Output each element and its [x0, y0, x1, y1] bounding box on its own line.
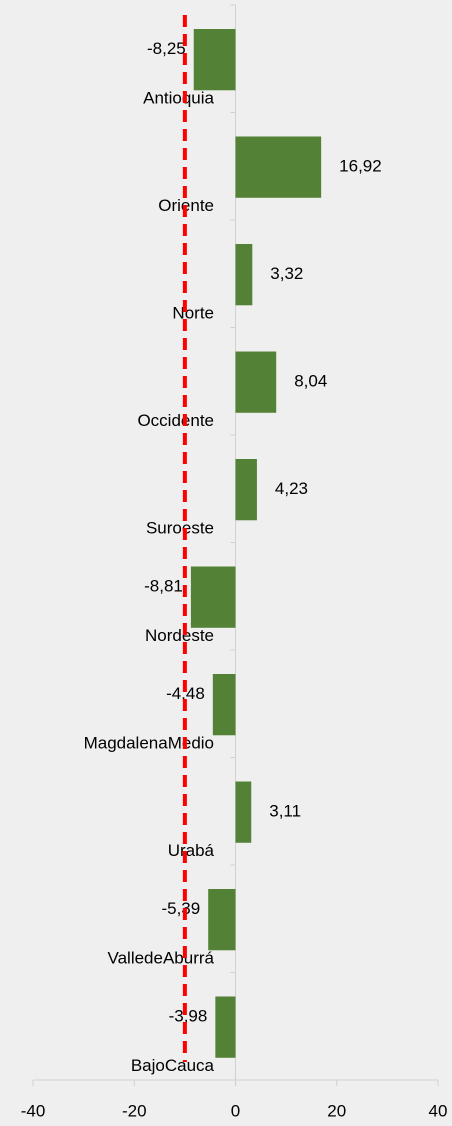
bar — [235, 136, 322, 198]
value-label: -8,81 — [144, 576, 183, 595]
value-label: -3,98 — [169, 1006, 208, 1025]
value-label: 3,32 — [270, 264, 303, 283]
x-tick-label: 0 — [231, 1101, 240, 1120]
value-label: -5,39 — [161, 899, 200, 918]
category-label: Norte — [172, 303, 214, 322]
value-label: 3,11 — [269, 802, 301, 821]
category-label: Suroeste — [146, 518, 214, 537]
category-label: Antioquia — [143, 88, 214, 107]
category-label: Occidente — [137, 411, 214, 430]
value-label: 16,92 — [339, 157, 382, 176]
category-label: ValledeAburrá — [108, 948, 215, 967]
value-label: 8,04 — [294, 372, 327, 391]
bar — [215, 996, 236, 1058]
category-label: BajoCauca — [131, 1056, 215, 1075]
bar — [235, 244, 253, 306]
x-tick-label: -40 — [21, 1101, 46, 1120]
x-tick-label: -20 — [122, 1101, 147, 1120]
value-label: -8,25 — [147, 39, 186, 58]
category-label: Nordeste — [145, 626, 214, 645]
category-label: Urabá — [168, 841, 215, 860]
bar — [190, 566, 236, 628]
bar — [235, 351, 277, 413]
category-label: MagdalenaMedio — [84, 733, 214, 752]
x-tick-label: 20 — [327, 1101, 346, 1120]
value-label: -4,48 — [166, 684, 205, 703]
bar — [212, 674, 236, 736]
bar — [235, 781, 252, 843]
x-tick-label: 40 — [429, 1101, 448, 1120]
value-label: 4,23 — [275, 479, 308, 498]
bar — [208, 889, 236, 951]
bar — [193, 29, 236, 91]
bar — [235, 459, 257, 521]
